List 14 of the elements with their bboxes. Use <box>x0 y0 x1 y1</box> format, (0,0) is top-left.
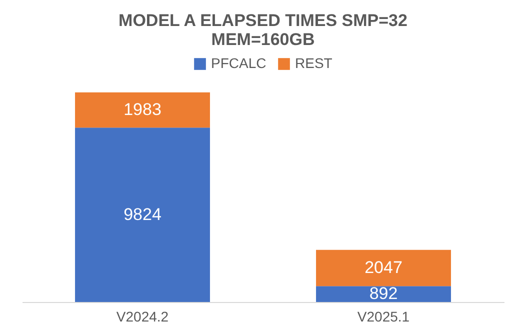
bar <box>316 250 451 286</box>
legend-label: REST <box>295 55 333 71</box>
data-label: 9824 <box>124 204 162 224</box>
chart-subtitle: MEM=160GB <box>211 30 315 49</box>
data-label: 892 <box>369 284 398 304</box>
x-tick-label: V2024.2 <box>116 308 169 324</box>
data-label: 2047 <box>364 258 402 277</box>
legend-label: PFCALC <box>211 55 266 71</box>
bar <box>75 92 210 128</box>
data-label: 1983 <box>124 100 162 120</box>
bar <box>75 128 210 302</box>
chart-title: MODEL A ELAPSED TIMES SMP=32 <box>118 11 408 30</box>
x-tick-label: V2025.1 <box>357 308 410 324</box>
bar <box>316 286 451 302</box>
